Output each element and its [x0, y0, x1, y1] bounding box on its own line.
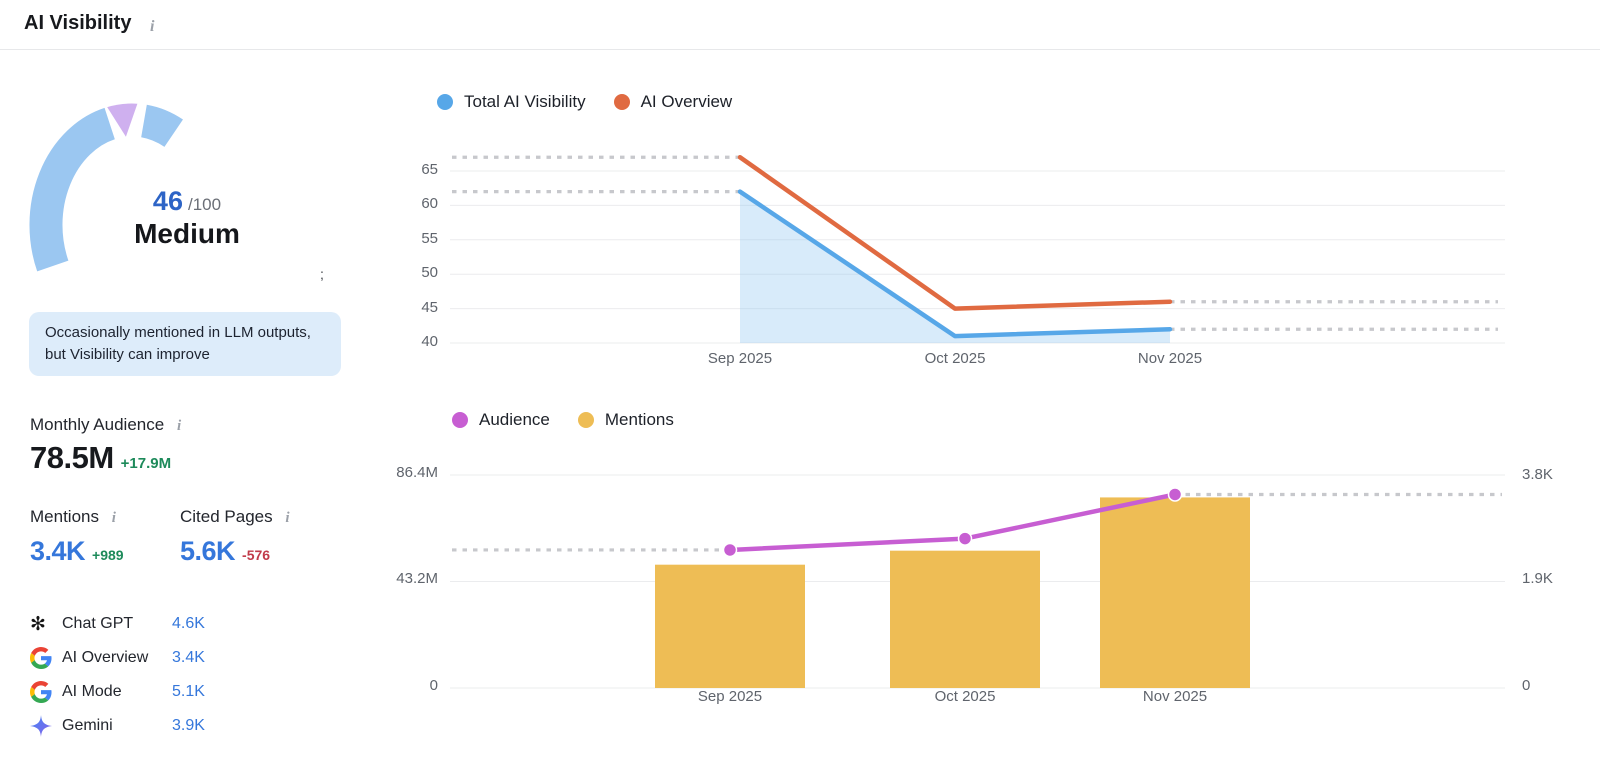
legend-label: AI Overview: [640, 92, 733, 111]
x-tick: Oct 2025: [934, 688, 996, 705]
score-label: Medium: [134, 218, 240, 249]
y-tick: 65: [421, 161, 438, 178]
cited-pages-label: Cited Pages i: [180, 507, 290, 526]
info-icon[interactable]: i: [111, 510, 116, 526]
y-tick-left: 86.4M: [396, 464, 438, 481]
legend-label: Audience: [479, 410, 550, 429]
text-cursor: ;: [320, 266, 324, 282]
platform-row-gemini[interactable]: Gemini 3.9K: [30, 715, 290, 739]
visibility-score-gauge: [29, 103, 183, 272]
platform-label: AI Mode: [62, 683, 122, 700]
monthly-audience-label: Monthly Audience i: [30, 415, 182, 434]
legend-item-total-ai-visibility[interactable]: Total AI Visibility: [437, 92, 586, 112]
y-tick: 40: [421, 333, 438, 350]
cited-pages-value: 5.6K: [180, 536, 236, 566]
gemini-icon: [30, 715, 52, 737]
mentions-value: 3.4K: [30, 536, 86, 566]
score-block: 46/100 Medium: [112, 186, 262, 250]
gauge-arc: [29, 107, 116, 272]
legend-dot: [452, 412, 468, 428]
mentions-change: +989: [92, 547, 124, 563]
cited-pages-change: -576: [242, 547, 271, 563]
y-tick: 45: [421, 299, 438, 316]
platform-value: 3.4K: [172, 649, 205, 666]
x-tick: Nov 2025: [1142, 688, 1208, 705]
mentions-label: Mentions i: [30, 507, 116, 526]
monthly-audience-change: +17.9M: [120, 455, 172, 472]
x-tick: Oct 2025: [924, 350, 986, 367]
google-icon: [30, 681, 52, 703]
y-tick-right: 3.8K: [1522, 466, 1553, 483]
platform-value: 3.9K: [172, 717, 205, 734]
score-max: /100: [187, 195, 222, 214]
widget-header: AI Visibility i: [0, 0, 1600, 50]
platform-value: 5.1K: [172, 683, 205, 700]
info-icon[interactable]: i: [285, 510, 290, 526]
info-icon[interactable]: i: [176, 418, 182, 434]
score-value: 46: [152, 186, 183, 216]
score-description: Occasionally mentioned in LLM outputs, b…: [29, 312, 341, 376]
platform-label: AI Overview: [62, 649, 149, 666]
y-tick-left: 43.2M: [396, 570, 438, 587]
y-tick-right: 0: [1522, 677, 1531, 694]
cited-pages-value-row: 5.6K -576: [180, 536, 270, 567]
y-tick: 50: [421, 264, 438, 281]
gauge-arc-tip: [140, 104, 183, 148]
visibility-chart[interactable]: [390, 140, 1550, 375]
google-icon: [30, 647, 52, 669]
gauge-marker-segment: [107, 103, 138, 137]
legend-item-audience[interactable]: Audience: [452, 410, 550, 430]
info-icon[interactable]: i: [150, 18, 155, 35]
y-tick-left: 0: [429, 677, 438, 694]
audience-mentions-chart[interactable]: [390, 450, 1550, 700]
chatgpt-icon: ✻: [30, 613, 46, 635]
audience-chart-legend: Audience Mentions: [452, 410, 674, 430]
legend-dot: [437, 94, 453, 110]
legend-item-mentions[interactable]: Mentions: [577, 410, 674, 430]
platform-label: Chat GPT: [62, 615, 134, 632]
mentions-value-row: 3.4K +989: [30, 536, 124, 567]
legend-dot: [577, 412, 594, 428]
y-tick: 55: [421, 230, 438, 247]
monthly-audience-value: 78.5M: [30, 440, 114, 475]
platform-value: 4.6K: [172, 615, 205, 632]
legend-item-ai-overview[interactable]: AI Overview: [613, 92, 733, 112]
platform-row-ai-overview[interactable]: AI Overview 3.4K: [30, 647, 290, 671]
y-tick-right: 1.9K: [1522, 570, 1553, 587]
x-tick: Sep 2025: [707, 350, 773, 367]
visibility-chart-legend: Total AI Visibility AI Overview: [437, 92, 732, 112]
platform-row-chatgpt[interactable]: ✻ Chat GPT 4.6K: [30, 613, 290, 637]
x-tick: Sep 2025: [697, 688, 763, 705]
legend-label: Mentions: [604, 410, 674, 429]
page-title: AI Visibility: [24, 12, 132, 34]
monthly-audience-value-row: 78.5M +17.9M: [30, 440, 171, 476]
platform-label: Gemini: [62, 717, 113, 734]
platform-row-ai-mode[interactable]: AI Mode 5.1K: [30, 681, 290, 705]
x-tick: Nov 2025: [1137, 350, 1203, 367]
legend-dot: [613, 94, 630, 110]
y-tick: 60: [421, 195, 438, 212]
legend-label: Total AI Visibility: [464, 92, 586, 111]
